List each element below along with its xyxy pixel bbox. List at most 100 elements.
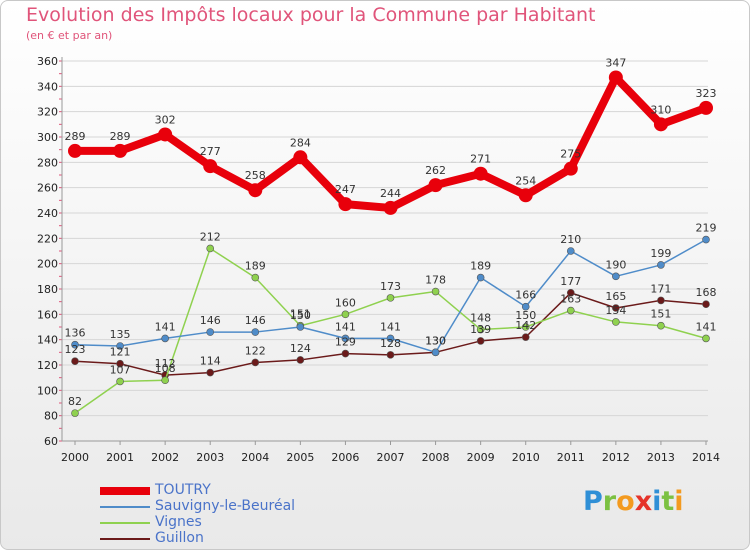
logo-letter: r — [602, 486, 617, 517]
y-tick-label: 120 — [37, 359, 58, 372]
data-point — [702, 300, 710, 309]
data-label: 275 — [560, 148, 581, 161]
data-point — [158, 127, 173, 142]
data-point — [612, 318, 620, 326]
data-label: 151 — [650, 308, 671, 321]
data-point — [612, 272, 620, 281]
data-label: 150 — [515, 309, 536, 322]
data-label: 154 — [605, 304, 626, 317]
logo-letter: P — [583, 486, 603, 517]
data-point — [653, 117, 668, 132]
data-point — [473, 166, 488, 181]
data-point — [251, 273, 260, 282]
data-label: 122 — [245, 344, 266, 357]
data-point — [206, 368, 215, 377]
data-label: 165 — [605, 290, 626, 303]
y-tick-label: 200 — [37, 258, 58, 271]
data-point — [71, 409, 79, 417]
data-point — [657, 321, 665, 330]
data-point — [702, 334, 710, 343]
data-label: 141 — [696, 320, 717, 333]
chart-subtitle: (en € et par an) — [26, 29, 113, 42]
data-label: 277 — [200, 145, 221, 158]
data-point — [206, 328, 215, 336]
data-point — [612, 304, 620, 312]
legend-label: Sauvigny-le-Beuréal — [155, 498, 296, 514]
data-point — [296, 323, 305, 331]
legend-swatch — [100, 506, 150, 508]
data-label: 210 — [560, 233, 581, 246]
data-label: 141 — [335, 320, 356, 333]
logo-letter: x — [634, 486, 653, 517]
x-tick-label: 2010 — [512, 451, 540, 464]
data-label: 199 — [650, 247, 671, 260]
data-point — [566, 288, 575, 297]
proxiti-logo: Proxiti — [583, 486, 684, 517]
data-point — [341, 334, 350, 343]
data-label: 146 — [245, 314, 266, 327]
x-tick-label: 2004 — [241, 451, 269, 464]
data-point — [521, 323, 530, 331]
data-point — [116, 359, 124, 368]
y-tick-label: 220 — [37, 232, 58, 245]
data-label: 219 — [696, 222, 717, 235]
data-label: 271 — [470, 153, 491, 166]
y-tick-label: 320 — [37, 106, 58, 119]
data-label: 178 — [425, 274, 446, 287]
legend-label: Guillon — [155, 530, 204, 546]
x-tick-label: 2009 — [467, 451, 495, 464]
data-label: 258 — [245, 169, 266, 182]
data-point — [338, 197, 353, 212]
logo-letter: o — [616, 486, 635, 517]
data-point — [386, 294, 395, 302]
y-tick-label: 60 — [44, 435, 58, 448]
data-point — [341, 310, 350, 319]
data-label: 130 — [425, 334, 446, 347]
data-point — [566, 306, 575, 315]
data-point — [206, 244, 215, 253]
data-point — [702, 235, 710, 244]
legend-label: Vignes — [155, 514, 202, 530]
data-label: 166 — [515, 289, 536, 302]
data-point — [296, 356, 305, 364]
data-label: 173 — [380, 280, 401, 293]
data-point — [657, 296, 665, 305]
y-tick-label: 360 — [37, 55, 58, 68]
chart-title: Evolution des Impôts locaux pour la Comm… — [26, 4, 596, 26]
legend-swatch — [100, 522, 150, 524]
data-point — [699, 100, 713, 115]
y-tick-label: 280 — [37, 156, 58, 169]
data-point — [657, 261, 665, 269]
data-label: 177 — [560, 275, 581, 288]
data-label: 139 — [470, 323, 491, 336]
data-point — [116, 342, 124, 350]
data-point — [476, 337, 485, 345]
data-label: 150 — [290, 309, 311, 322]
data-label: 190 — [605, 258, 626, 271]
x-tick-label: 2005 — [286, 451, 314, 464]
data-label: 163 — [560, 293, 581, 306]
data-label: 141 — [155, 320, 176, 333]
data-point — [248, 183, 263, 198]
data-point — [566, 247, 575, 255]
x-tick-label: 2007 — [377, 451, 405, 464]
data-point — [476, 325, 485, 334]
data-label: 135 — [110, 328, 131, 341]
data-label: 254 — [515, 174, 536, 187]
data-point — [476, 273, 485, 282]
y-tick-label: 300 — [37, 131, 58, 144]
data-label: 82 — [68, 395, 82, 408]
data-point — [563, 161, 578, 176]
x-tick-label: 2001 — [106, 451, 134, 464]
x-tick-label: 2013 — [647, 451, 675, 464]
data-point — [386, 351, 395, 359]
data-point — [116, 377, 124, 386]
data-point — [521, 302, 530, 311]
y-tick-label: 100 — [37, 384, 58, 397]
y-tick-label: 240 — [37, 207, 58, 220]
data-label: 112 — [155, 357, 176, 370]
data-point — [341, 349, 350, 358]
data-point — [521, 333, 530, 341]
data-label: 212 — [200, 230, 221, 243]
